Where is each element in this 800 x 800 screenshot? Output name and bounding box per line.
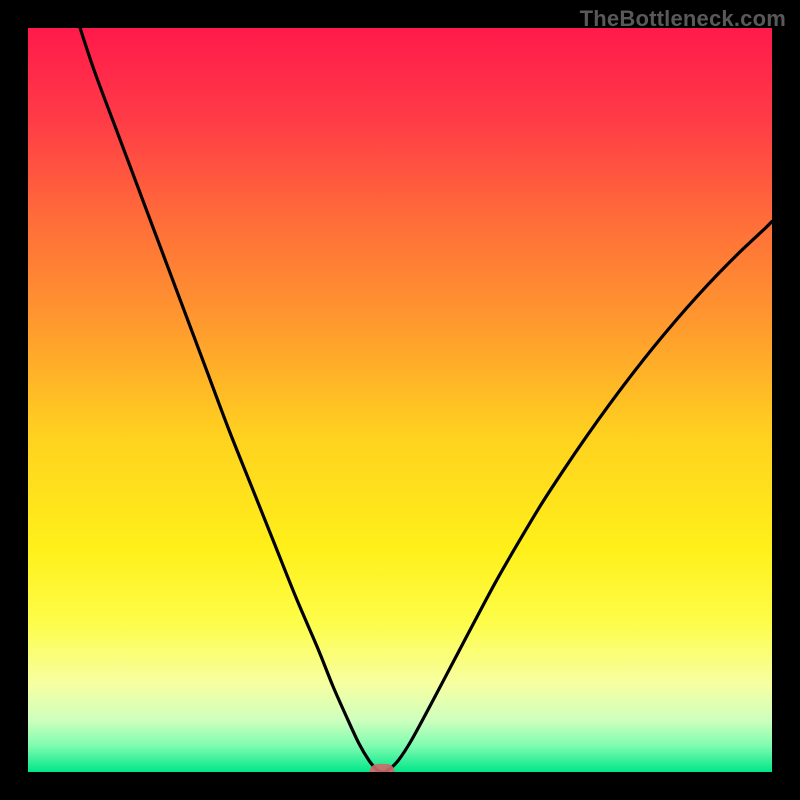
watermark-text: TheBottleneck.com xyxy=(580,6,786,32)
plot-background xyxy=(28,28,772,772)
chart-container: TheBottleneck.com xyxy=(0,0,800,800)
bottleneck-chart xyxy=(0,0,800,800)
